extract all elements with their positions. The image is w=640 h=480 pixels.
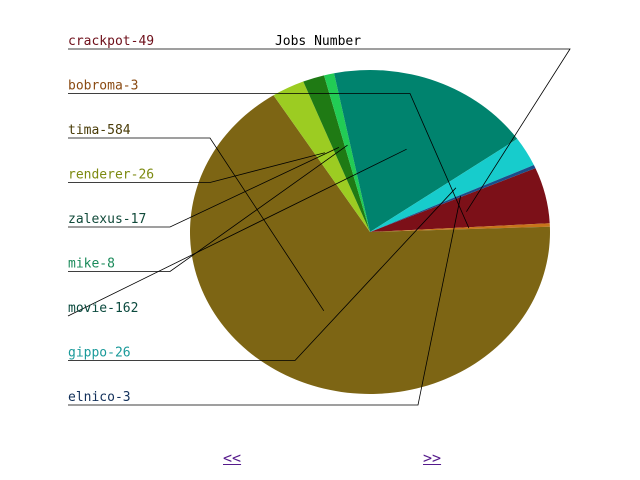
- leader-lines: [67, 48, 571, 406]
- pie-slice-tima: [189, 95, 550, 395]
- leader-line-bobroma: [68, 93, 470, 229]
- leader-line-renderer: [68, 152, 326, 183]
- legend-label-gippo: gippo-26: [68, 346, 131, 361]
- previous-page-link[interactable]: <<: [223, 449, 242, 467]
- pie-slices: [189, 70, 550, 395]
- leader-line-mike: [68, 144, 348, 272]
- legend-label-mike: mike-8: [68, 257, 115, 272]
- pie-slice-zalexus: [303, 75, 370, 233]
- legend-label-elnico: elnico-3: [68, 390, 131, 405]
- legend-label-bobroma: bobroma-3: [68, 79, 138, 94]
- legend-label-tima: tima-584: [68, 123, 131, 138]
- leader-line-crackpot: [68, 48, 571, 212]
- next-page-link[interactable]: >>: [423, 449, 442, 467]
- leader-line-elnico: [68, 195, 461, 406]
- pie-slice-gippo: [370, 138, 534, 232]
- leader-line-movie: [67, 148, 407, 317]
- pie-slice-mike: [324, 73, 370, 232]
- pie-slice-elnico: [370, 165, 536, 232]
- leader-line-tima: [68, 137, 325, 312]
- legend-label-movie: movie-162: [68, 301, 138, 316]
- leader-line-zalexus: [68, 147, 340, 228]
- pie-slice-movie: [334, 70, 518, 232]
- legend-label-renderer: renderer-26: [68, 168, 154, 183]
- pie-slice-bobroma: [370, 223, 550, 232]
- legend-label-crackpot: crackpot-49: [68, 34, 154, 49]
- legend: crackpot-49 bobroma-3 tima-584 renderer-26 z…: [68, 34, 154, 405]
- pie-slice-renderer: [273, 81, 370, 232]
- leader-line-gippo: [68, 187, 457, 361]
- legend-label-zalexus: zalexus-17: [68, 212, 146, 227]
- chart-title: Jobs Number: [275, 34, 361, 49]
